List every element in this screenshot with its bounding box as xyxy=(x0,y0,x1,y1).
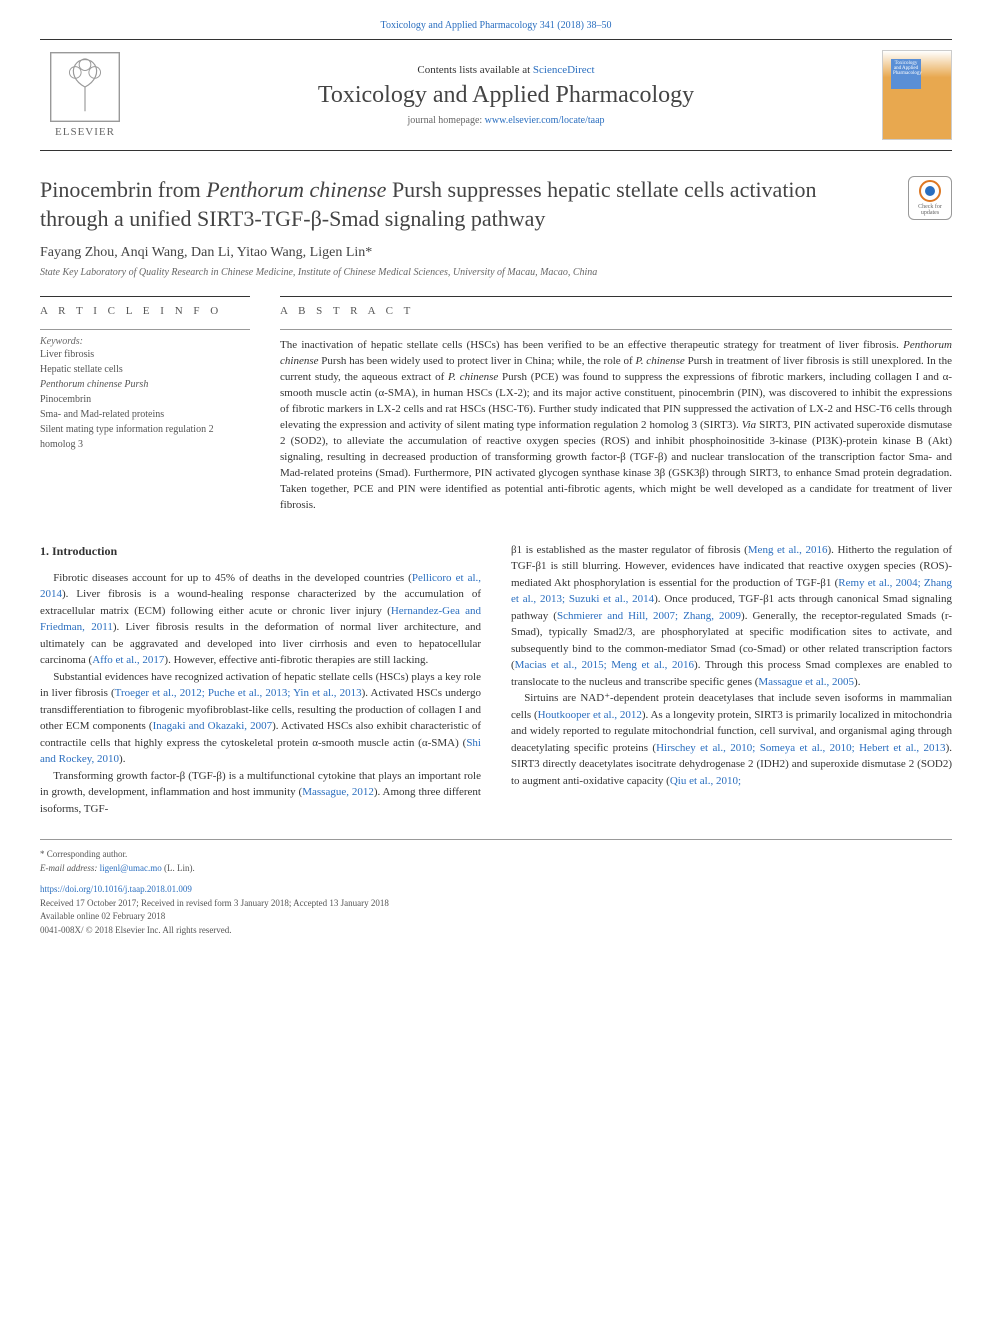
body-col-left: 1. Introduction Fibrotic diseases accoun… xyxy=(40,542,481,818)
footnotes: * Corresponding author. E-mail address: … xyxy=(40,839,952,937)
journal-name: Toxicology and Applied Pharmacology xyxy=(130,82,882,109)
body-paragraph: Substantial evidences have recognized ac… xyxy=(40,669,481,768)
homepage-prefix: journal homepage: xyxy=(407,115,484,126)
title-part-1: Pinocembrin from xyxy=(40,177,206,202)
text-run: ). xyxy=(119,753,125,765)
running-head: Toxicology and Applied Pharmacology 341 … xyxy=(40,20,952,31)
text-run: β1 is established as the master regulato… xyxy=(511,544,748,556)
banner-center: Contents lists available at ScienceDirec… xyxy=(130,50,882,140)
citation-link[interactable]: Meng et al., 2016 xyxy=(748,544,828,556)
contents-line: Contents lists available at ScienceDirec… xyxy=(130,64,882,76)
abstract-label: A B S T R A C T xyxy=(280,296,952,329)
text-run: Fibrotic diseases account for up to 45% … xyxy=(53,572,412,584)
elsevier-tree-icon xyxy=(50,52,120,122)
body-paragraph: Transforming growth factor-β (TGF-β) is … xyxy=(40,768,481,818)
abstract-species: P. chinense xyxy=(635,355,684,367)
abstract-col: A B S T R A C T The inactivation of hepa… xyxy=(280,296,952,513)
available-line: Available online 02 February 2018 xyxy=(40,910,952,924)
citation-link[interactable]: Massague, 2012 xyxy=(302,786,374,798)
citation-link[interactable]: Houtkooper et al., 2012 xyxy=(538,709,642,721)
contents-prefix: Contents lists available at xyxy=(417,64,532,76)
crossmark-label: Check for updates xyxy=(909,204,951,216)
affiliation: State Key Laboratory of Quality Research… xyxy=(40,267,952,278)
keyword: Penthorum chinense Pursh xyxy=(40,377,250,392)
keyword: Silent mating type information regulatio… xyxy=(40,422,250,452)
title-species: Penthorum chinense xyxy=(206,177,386,202)
email-line: E-mail address: ligenl@umac.mo (L. Lin). xyxy=(40,862,952,876)
body-col-right: β1 is established as the master regulato… xyxy=(511,542,952,818)
citation-link[interactable]: Schmierer and Hill, 2007; Zhang, 2009 xyxy=(557,610,741,622)
homepage-link[interactable]: www.elsevier.com/locate/taap xyxy=(485,115,605,126)
sciencedirect-link[interactable]: ScienceDirect xyxy=(533,64,595,76)
keyword: Liver fibrosis xyxy=(40,347,250,362)
doi-link[interactable]: https://doi.org/10.1016/j.taap.2018.01.0… xyxy=(40,883,952,897)
copyright-line: 0041-008X/ © 2018 Elsevier Inc. All righ… xyxy=(40,924,952,938)
citation-link[interactable]: Troeger et al., 2012; Puche et al., 2013… xyxy=(115,687,362,699)
cover-badge: Toxicology and Applied Pharmacology xyxy=(891,59,921,89)
keyword: Pinocembrin xyxy=(40,392,250,407)
received-line: Received 17 October 2017; Received in re… xyxy=(40,897,952,911)
publisher-logo: ELSEVIER xyxy=(40,50,130,140)
email-link[interactable]: ligenl@umac.mo xyxy=(100,863,162,873)
keyword: Hepatic stellate cells xyxy=(40,362,250,377)
email-label: E-mail address: xyxy=(40,863,100,873)
body-paragraph: β1 is established as the master regulato… xyxy=(511,542,952,691)
abstract-run: Pursh has been widely used to protect li… xyxy=(318,355,635,367)
abstract-species: Via xyxy=(742,419,756,431)
homepage-line: journal homepage: www.elsevier.com/locat… xyxy=(130,115,882,126)
crossmark-icon xyxy=(919,180,941,202)
citation-link[interactable]: Massague et al., 2005 xyxy=(758,676,854,688)
journal-banner: ELSEVIER Contents lists available at Sci… xyxy=(40,39,952,151)
intro-heading: 1. Introduction xyxy=(40,542,481,560)
crossmark-badge[interactable]: Check for updates xyxy=(908,176,952,220)
authors: Fayang Zhou, Anqi Wang, Dan Li, Yitao Wa… xyxy=(40,245,952,261)
abstract-run: SIRT3, PIN activated superoxide dismutas… xyxy=(280,419,952,511)
citation-link[interactable]: Inagaki and Okazaki, 2007 xyxy=(153,720,273,732)
journal-cover-thumbnail: Toxicology and Applied Pharmacology xyxy=(882,50,952,140)
corresponding-author: * Corresponding author. xyxy=(40,848,952,862)
body-paragraph: Sirtuins are NAD⁺-dependent protein deac… xyxy=(511,690,952,789)
citation-link[interactable]: Qiu et al., 2010; xyxy=(670,775,741,787)
email-suffix: (L. Lin). xyxy=(162,863,195,873)
abstract-text: The inactivation of hepatic stellate cel… xyxy=(280,329,952,513)
running-head-link[interactable]: Toxicology and Applied Pharmacology 341 … xyxy=(381,20,612,31)
citation-link[interactable]: Macias et al., 2015; Meng et al., 2016 xyxy=(515,659,694,671)
article-title: Pinocembrin from Penthorum chinense Purs… xyxy=(40,176,908,233)
body-columns: 1. Introduction Fibrotic diseases accoun… xyxy=(40,542,952,818)
text-run: ). However, effective anti-fibrotic ther… xyxy=(164,654,428,666)
title-row: Pinocembrin from Penthorum chinense Purs… xyxy=(40,176,952,233)
info-abstract-row: A R T I C L E I N F O Keywords: Liver fi… xyxy=(40,296,952,513)
abstract-species: P. chinense xyxy=(448,371,498,383)
abstract-run: The inactivation of hepatic stellate cel… xyxy=(280,339,903,351)
keywords-label: Keywords: xyxy=(40,329,250,347)
body-paragraph: Fibrotic diseases account for up to 45% … xyxy=(40,570,481,669)
keyword: Sma- and Mad-related proteins xyxy=(40,407,250,422)
keywords-list: Liver fibrosis Hepatic stellate cells Pe… xyxy=(40,347,250,452)
article-info-col: A R T I C L E I N F O Keywords: Liver fi… xyxy=(40,296,250,513)
citation-link[interactable]: Affo et al., 2017 xyxy=(92,654,164,666)
text-run: ). xyxy=(854,676,860,688)
article-info-label: A R T I C L E I N F O xyxy=(40,296,250,329)
citation-link[interactable]: Hirschey et al., 2010; Someya et al., 20… xyxy=(656,742,945,754)
publisher-name: ELSEVIER xyxy=(55,126,115,138)
